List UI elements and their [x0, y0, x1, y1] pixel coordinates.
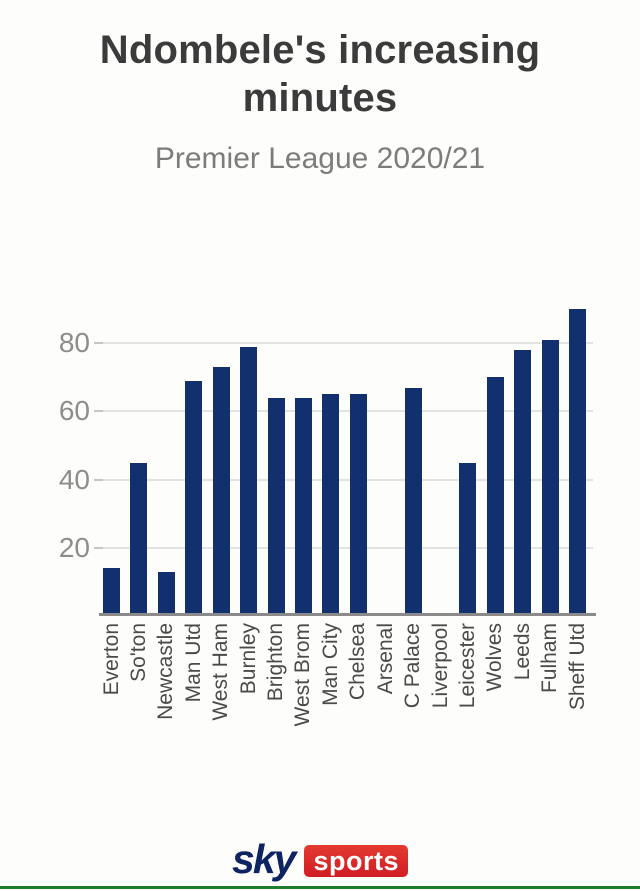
bar-fulham: [541, 340, 559, 616]
y-axis-label-80: 80: [58, 327, 90, 359]
x-axis-label-so-ton: So'ton: [126, 623, 150, 682]
x-axis-label-leicester: Leicester: [455, 623, 479, 709]
y-axis-label-60: 60: [58, 395, 90, 427]
y-gridline-60: [100, 410, 593, 413]
y-tick-mark-60: [94, 410, 103, 413]
bar-newcastle: [157, 572, 175, 616]
x-axis-line: [99, 613, 596, 616]
bar-brighton: [267, 398, 285, 616]
bar-west-ham: [212, 367, 230, 616]
x-axis-label-everton: Everton: [99, 623, 123, 696]
bar-chelsea: [349, 394, 367, 616]
x-axis-label-west-ham: West Ham: [209, 623, 233, 721]
x-axis-label-west-brom: West Brom: [291, 623, 315, 727]
y-axis-label-40: 40: [58, 463, 90, 495]
x-axis-label-brighton: Brighton: [264, 623, 288, 702]
bar-everton: [103, 568, 120, 616]
x-axis-label-sheff-utd: Sheff Utd: [565, 623, 589, 711]
bar-man-city: [322, 394, 340, 616]
chart-subtitle: Premier League 2020/21: [154, 142, 486, 175]
x-axis-label-man-utd: Man Utd: [181, 623, 205, 703]
bar-wolves: [486, 377, 504, 616]
bar-leicester: [459, 463, 477, 616]
bar-c-palace: [404, 388, 422, 616]
bar-sheff-utd: [569, 309, 587, 616]
x-axis-label-chelsea: Chelsea: [346, 623, 370, 701]
y-axis-label-20: 20: [58, 531, 90, 563]
sports-logo-badge: sports: [304, 845, 408, 877]
y-tick-mark-80: [94, 342, 103, 345]
x-axis-label-man-city: Man City: [318, 623, 342, 706]
x-axis-label-arsenal: Arsenal: [373, 623, 397, 695]
y-gridline-20: [100, 546, 593, 549]
bar-burnley: [240, 347, 258, 616]
sky-logo-text: sky: [232, 836, 296, 882]
y-gridline-80: [100, 342, 593, 345]
y-tick-mark-20: [94, 546, 103, 549]
x-axis-label-leeds: Leeds: [510, 623, 534, 681]
chart-title: Ndombele's increasing minutes: [99, 28, 541, 120]
bar-man-utd: [185, 381, 203, 616]
bar-leeds: [514, 350, 532, 616]
x-axis-label-burnley: Burnley: [236, 623, 260, 695]
x-axis-label-fulham: Fulham: [538, 623, 562, 694]
bar-west-brom: [294, 398, 312, 616]
bottom-green-rule: [0, 886, 640, 889]
x-axis-label-c-palace: C Palace: [401, 623, 425, 709]
x-axis-label-wolves: Wolves: [483, 623, 507, 692]
sports-logo-text: sports: [313, 845, 399, 876]
bar-so-ton: [130, 463, 148, 616]
sky-sports-logo: sky sports: [0, 836, 640, 882]
x-axis-label-liverpool: Liverpool: [428, 623, 452, 709]
y-tick-mark-40: [94, 478, 103, 481]
x-axis-label-newcastle: Newcastle: [154, 623, 178, 720]
y-gridline-40: [100, 478, 593, 481]
